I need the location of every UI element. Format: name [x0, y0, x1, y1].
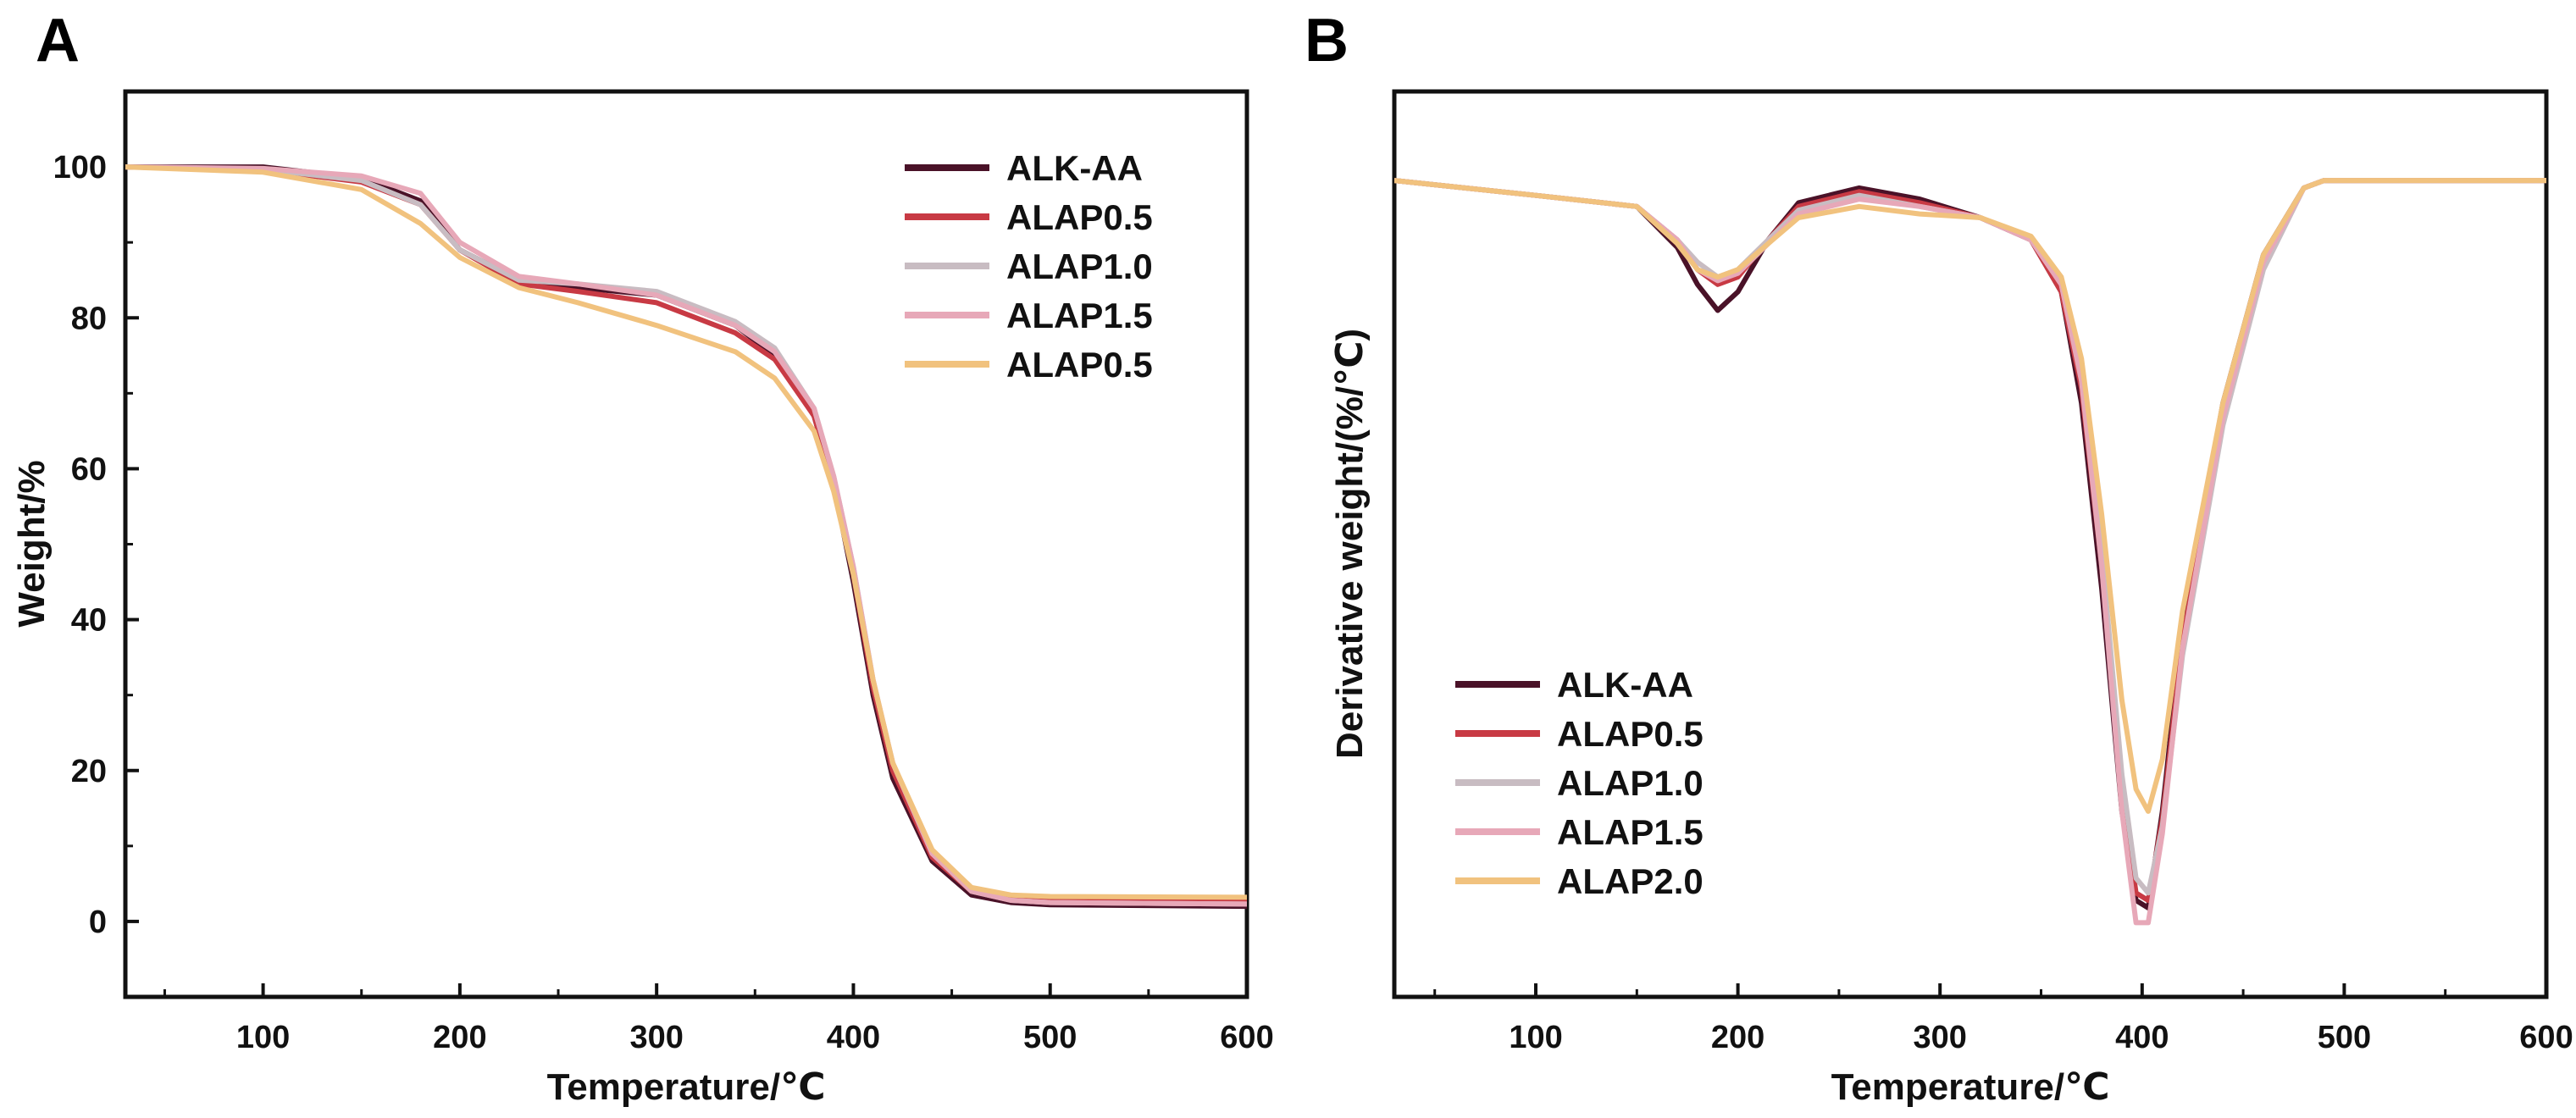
chart-panel-a: A 100 200 300 400 500 600 0 20 40 60 80 100 Temperatu…: [11, 7, 1274, 1108]
panel-letter: B: [1305, 7, 1349, 75]
series-line-4: [125, 164, 1247, 907]
series-line-5: [125, 164, 1247, 900]
y-axis-title: Weight/%: [11, 460, 53, 627]
x-tick-label: 100: [1509, 1020, 1562, 1055]
series-line-4: [1394, 178, 2546, 926]
y-tick-label: 100: [53, 150, 107, 185]
y-axis-title: Derivative weight/(%/℃): [1329, 329, 1371, 759]
legend-label: ALAP1.0: [1006, 246, 1153, 286]
x-tick-label: 300: [1914, 1020, 1967, 1055]
x-tick-label: 400: [2115, 1020, 2169, 1055]
x-tick-label: 400: [827, 1020, 880, 1055]
y-tick-label: 80: [71, 301, 107, 336]
x-tick-label: 500: [1023, 1020, 1077, 1055]
series-line-5: [1394, 178, 2546, 814]
y-tick-label: 60: [71, 451, 107, 487]
plot-frame: [1392, 89, 2549, 999]
y-tick-label: 0: [89, 905, 107, 940]
panel-letter: A: [36, 7, 80, 75]
x-tick-label: 500: [2318, 1020, 2371, 1055]
legend-label: ALAP0.5: [1557, 714, 1703, 754]
legend-label: ALAP1.5: [1557, 812, 1703, 852]
x-axis-title: Temperature/℃: [547, 1066, 826, 1108]
legend-label: ALAP0.5: [1006, 345, 1153, 385]
legend-label: ALAP2.0: [1557, 861, 1703, 901]
chart-panel-b: B 100 200 300 400 500 600 Temperature/℃ Derivati…: [1305, 7, 2573, 1108]
x-tick-label: 200: [433, 1020, 486, 1055]
x-tick-label: 300: [629, 1020, 683, 1055]
y-tick-label: 40: [71, 603, 107, 639]
legend-label: ALK-AA: [1006, 148, 1143, 188]
x-tick-label: 600: [2519, 1020, 2573, 1055]
x-tick-label: 200: [1711, 1020, 1764, 1055]
x-tick-label: 600: [1220, 1020, 1273, 1055]
x-axis-title: Temperature/℃: [1831, 1066, 2110, 1108]
legend-label: ALAP1.0: [1557, 763, 1703, 803]
legend-label: ALAP1.5: [1006, 296, 1153, 335]
x-tick-label: 100: [236, 1020, 290, 1055]
y-tick-label: 20: [71, 754, 107, 789]
legend-label: ALAP0.5: [1006, 197, 1153, 237]
legend-label: ALK-AA: [1557, 665, 1693, 705]
